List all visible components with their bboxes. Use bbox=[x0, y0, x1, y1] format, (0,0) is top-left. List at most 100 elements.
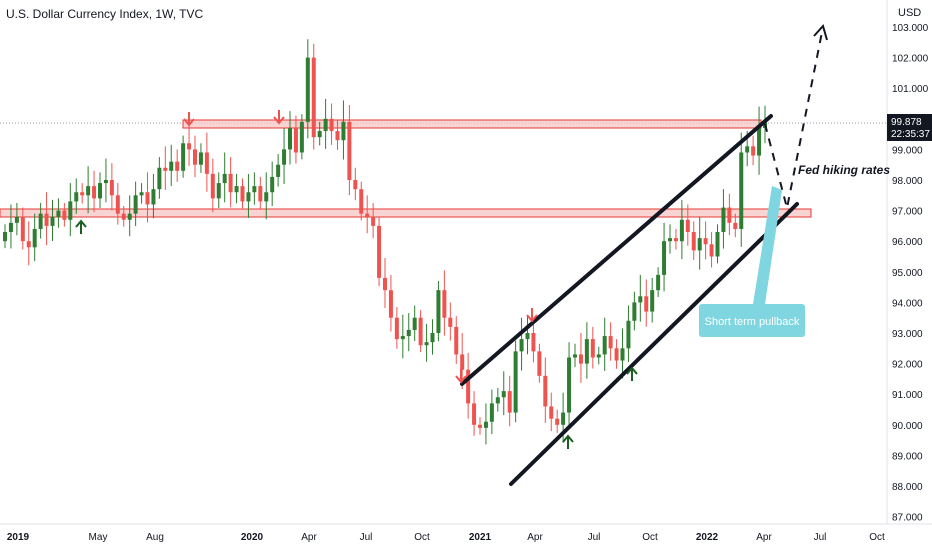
candle-down[interactable] bbox=[193, 149, 197, 165]
price-axis[interactable]: 103.000102.000101.000100.00099.00098.000… bbox=[892, 23, 929, 524]
candle-down[interactable] bbox=[608, 336, 613, 349]
candle-up[interactable] bbox=[133, 195, 138, 214]
candle-down[interactable] bbox=[44, 213, 49, 226]
candle-down[interactable] bbox=[448, 317, 453, 327]
candle-down[interactable] bbox=[703, 238, 708, 245]
candle-down[interactable] bbox=[62, 210, 67, 220]
candle-up[interactable] bbox=[151, 189, 156, 205]
candle-down[interactable] bbox=[204, 152, 209, 174]
candle-down[interactable] bbox=[388, 290, 393, 318]
candle-up[interactable] bbox=[74, 192, 79, 202]
candle-up[interactable] bbox=[181, 143, 186, 171]
candle-up[interactable] bbox=[489, 403, 494, 422]
candle-down[interactable] bbox=[371, 216, 376, 226]
candle-up[interactable] bbox=[38, 213, 43, 229]
candle-down[interactable] bbox=[537, 351, 542, 376]
candle-down[interactable] bbox=[442, 290, 447, 318]
candle-up[interactable] bbox=[495, 397, 500, 404]
candle-up[interactable] bbox=[157, 167, 162, 190]
candle-up[interactable] bbox=[139, 192, 144, 196]
candle-down[interactable] bbox=[673, 238, 678, 242]
candle-up[interactable] bbox=[525, 333, 530, 340]
candle-down[interactable] bbox=[293, 127, 298, 153]
candle-down[interactable] bbox=[311, 57, 316, 138]
time-axis[interactable]: 2019 May Aug 2020 Apr Jul Oct 2021 Apr Jul Oct 2022… bbox=[7, 532, 885, 543]
candle-up[interactable] bbox=[632, 302, 637, 321]
candle-up[interactable] bbox=[483, 421, 488, 428]
candle-up[interactable] bbox=[567, 357, 572, 413]
candle-down[interactable] bbox=[92, 186, 97, 199]
candle-down[interactable] bbox=[691, 232, 696, 251]
candle-up[interactable] bbox=[341, 121, 346, 141]
candle-up[interactable] bbox=[276, 164, 281, 177]
candle-down[interactable] bbox=[531, 333, 536, 352]
candle-down[interactable] bbox=[187, 143, 192, 150]
candle-up[interactable] bbox=[745, 146, 750, 153]
candle-down[interactable] bbox=[377, 225, 382, 278]
candle-up[interactable] bbox=[288, 127, 292, 150]
candle-down[interactable] bbox=[394, 317, 399, 340]
candle-up[interactable] bbox=[721, 207, 726, 233]
candle-down[interactable] bbox=[507, 391, 512, 413]
candle-up[interactable] bbox=[513, 351, 518, 413]
candle-up[interactable] bbox=[573, 354, 577, 358]
candle-down[interactable] bbox=[460, 354, 465, 370]
candle-up[interactable] bbox=[638, 296, 643, 303]
candle-up[interactable] bbox=[662, 241, 667, 275]
candle-up[interactable] bbox=[216, 183, 221, 199]
candle-down[interactable] bbox=[115, 195, 120, 214]
candle-up[interactable] bbox=[222, 173, 227, 184]
candle-up[interactable] bbox=[715, 232, 720, 257]
candle-up[interactable] bbox=[169, 161, 174, 171]
candle-down[interactable] bbox=[240, 186, 245, 202]
candle-down[interactable] bbox=[347, 121, 352, 180]
candle-down[interactable] bbox=[121, 213, 126, 220]
candle-up[interactable] bbox=[406, 329, 411, 337]
candle-up[interactable] bbox=[650, 290, 655, 312]
candle-up[interactable] bbox=[3, 232, 7, 242]
candle-down[interactable] bbox=[418, 317, 423, 346]
candle-down[interactable] bbox=[365, 213, 370, 217]
candle-up[interactable] bbox=[246, 192, 251, 202]
candle-down[interactable] bbox=[145, 192, 150, 205]
candle-down[interactable] bbox=[478, 424, 482, 428]
candle-down[interactable] bbox=[472, 403, 477, 425]
candle-up[interactable] bbox=[596, 354, 601, 358]
candle-down[interactable] bbox=[454, 326, 459, 355]
candle-down[interactable] bbox=[466, 369, 471, 404]
candle-up[interactable] bbox=[317, 131, 322, 138]
candle-down[interactable] bbox=[163, 167, 168, 171]
candle-up[interactable] bbox=[519, 339, 524, 352]
candle-up[interactable] bbox=[668, 238, 672, 242]
candle-up[interactable] bbox=[14, 216, 19, 223]
candle-down[interactable] bbox=[644, 296, 649, 312]
candle-up[interactable] bbox=[561, 412, 566, 425]
candle-down[interactable] bbox=[329, 118, 334, 132]
candle-up[interactable] bbox=[103, 180, 108, 184]
candle-up[interactable] bbox=[412, 317, 417, 330]
candle-up[interactable] bbox=[32, 228, 37, 248]
candle-up[interactable] bbox=[198, 152, 203, 165]
pullback-callout[interactable] bbox=[699, 304, 805, 337]
channel-lower-line[interactable] bbox=[509, 202, 799, 486]
candle-down[interactable] bbox=[26, 241, 31, 248]
candle-down[interactable] bbox=[751, 146, 756, 156]
candle-up[interactable] bbox=[757, 127, 762, 156]
candle-down[interactable] bbox=[733, 222, 738, 229]
candle-down[interactable] bbox=[555, 418, 560, 425]
candle-up[interactable] bbox=[56, 210, 61, 217]
candle-down[interactable] bbox=[727, 207, 732, 223]
candle-up[interactable] bbox=[68, 201, 73, 220]
candle-up[interactable] bbox=[679, 219, 684, 242]
candle-down[interactable] bbox=[80, 192, 85, 196]
candle-up[interactable] bbox=[436, 290, 441, 333]
candle-down[interactable] bbox=[543, 375, 548, 407]
candle-down[interactable] bbox=[228, 173, 233, 193]
candle-up[interactable] bbox=[400, 336, 405, 340]
candle-down[interactable] bbox=[20, 216, 25, 242]
candle-up[interactable] bbox=[234, 186, 239, 193]
resistance-zone[interactable] bbox=[182, 119, 762, 129]
candle-up[interactable] bbox=[697, 238, 702, 251]
candle-up[interactable] bbox=[620, 348, 625, 361]
